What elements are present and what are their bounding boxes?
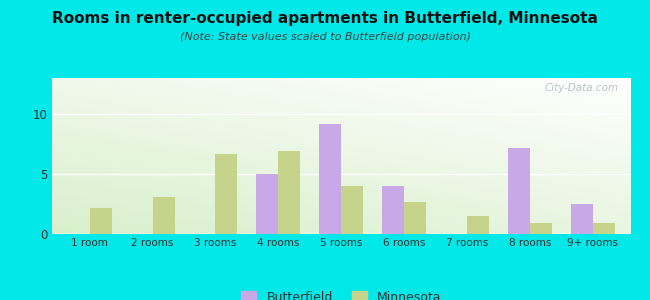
- Bar: [216, 154, 237, 234]
- Bar: [404, 202, 426, 234]
- Bar: [508, 148, 530, 234]
- Text: Rooms in renter-occupied apartments in Butterfield, Minnesota: Rooms in renter-occupied apartments in B…: [52, 11, 598, 26]
- Text: City-Data.com: City-Data.com: [545, 83, 619, 93]
- Bar: [593, 223, 615, 234]
- Bar: [90, 208, 112, 234]
- Bar: [256, 174, 278, 234]
- Bar: [341, 186, 363, 234]
- Bar: [153, 197, 175, 234]
- Bar: [530, 223, 552, 234]
- Bar: [382, 186, 404, 234]
- Bar: [278, 151, 300, 234]
- Text: (Note: State values scaled to Butterfield population): (Note: State values scaled to Butterfiel…: [179, 32, 471, 41]
- Bar: [319, 124, 341, 234]
- Bar: [571, 204, 593, 234]
- Bar: [467, 216, 489, 234]
- Legend: Butterfield, Minnesota: Butterfield, Minnesota: [237, 286, 446, 300]
